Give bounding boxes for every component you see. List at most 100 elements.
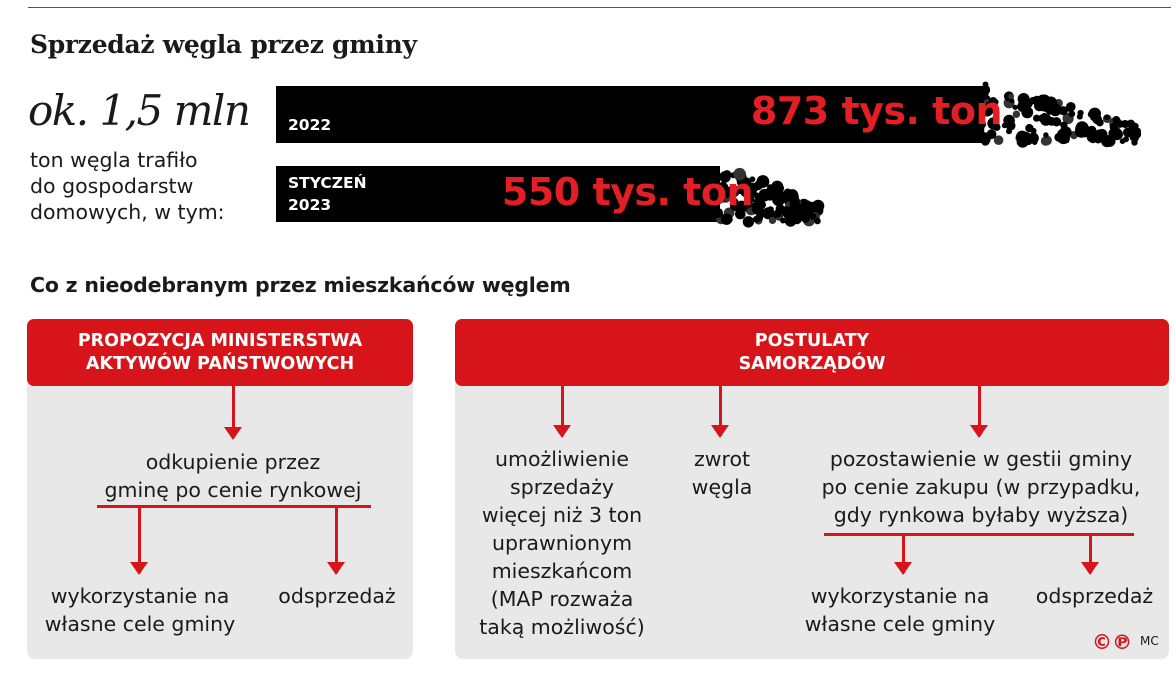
ministry-option-resale: odsprzedaż xyxy=(278,584,396,608)
coal-lump xyxy=(740,180,748,188)
bar-body xyxy=(276,166,720,222)
option-line: własne cele gminy xyxy=(44,612,236,636)
arrow-down-icon xyxy=(1081,536,1099,575)
coal-lump xyxy=(1096,128,1108,141)
postulate-line: umożliwienie xyxy=(494,447,630,471)
arrow-down-icon xyxy=(224,386,242,440)
bar-body xyxy=(276,86,985,143)
ministry-main-line: odkupienie przez xyxy=(145,450,321,474)
coal-lump xyxy=(814,217,821,225)
coal-lump xyxy=(1040,114,1052,126)
coal-lump xyxy=(762,207,775,220)
ministry-panel-header: PROPOZYCJA MINISTERSTWA AKTYWÓW PAŃSTWOW… xyxy=(27,319,413,386)
coal-lump xyxy=(1090,113,1098,122)
postulate-sale-above-3t: umożliwienie sprzedaży więcej niż 3 ton … xyxy=(472,445,652,641)
coal-lump xyxy=(720,213,733,225)
postulate-line: zwrot xyxy=(693,447,751,471)
coal-lump xyxy=(781,206,791,215)
municipalities-option-resale: odsprzedaż xyxy=(1035,584,1154,608)
coal-lump xyxy=(713,208,723,218)
coal-lump xyxy=(772,193,786,207)
bar-january-2023-value-label: 550 tys. ton xyxy=(501,170,754,214)
coal-lump xyxy=(1112,116,1121,124)
coal-lump xyxy=(1033,114,1041,122)
coal-lump xyxy=(1049,103,1062,117)
municipalities-option-own-use: wykorzystanie na własne cele gminy xyxy=(790,582,1010,638)
ministry-branch-line xyxy=(97,505,371,508)
postulate-keep-at-municipality: pozostawienie w gestii gminy po cenie za… xyxy=(812,445,1150,529)
postulate-line: gdy rynkowa byłaby wyższa) xyxy=(833,503,1129,527)
arrow-down-icon xyxy=(894,536,912,575)
coal-lump xyxy=(987,117,1000,130)
coal-lump xyxy=(1017,100,1029,113)
author-initials: MC xyxy=(1140,634,1159,648)
coal-lump xyxy=(982,85,990,93)
coal-lump xyxy=(1068,110,1076,118)
coal-lump xyxy=(1104,114,1110,120)
bar-january-2023 xyxy=(276,166,825,228)
infographic-title: Sprzedaż węgla przez gminy xyxy=(30,30,417,59)
coal-lump xyxy=(988,97,998,106)
bar-january-2023-label-line: 2023 xyxy=(288,196,332,214)
coal-lump xyxy=(1016,130,1029,143)
coal-lump xyxy=(1005,120,1016,131)
coal-lump xyxy=(1040,136,1051,146)
coal-lump xyxy=(977,120,987,129)
total-desc-line: ton węgla trafiło xyxy=(30,148,198,172)
coal-lump xyxy=(767,192,773,198)
coal-lump xyxy=(811,199,825,213)
section-subtitle: Co z nieodebranym przez mieszkańców węgl… xyxy=(30,273,571,297)
coal-lump xyxy=(1030,127,1037,134)
option-line: wykorzystanie na xyxy=(50,584,230,608)
postulate-line: więcej niż 3 ton xyxy=(481,503,643,527)
municipalities-panel-header: POSTULATY SAMORZĄDÓW xyxy=(455,319,1169,386)
ministry-main-line: gminę po cenie rynkowej xyxy=(104,478,362,502)
coal-sales-bar-chart xyxy=(276,81,1142,228)
postulate-line: mieszkańcom xyxy=(491,559,633,583)
coal-lump xyxy=(751,202,762,213)
coal-lump xyxy=(993,135,1004,145)
ministry-header-line: PROPOZYCJA MINISTERSTWA xyxy=(77,330,363,351)
coal-lump xyxy=(1117,120,1125,128)
arrow-down-icon xyxy=(130,508,148,575)
coal-lump xyxy=(1095,118,1104,127)
coal-lump xyxy=(768,216,777,224)
coal-lump xyxy=(719,185,732,198)
coal-lump xyxy=(756,175,770,188)
coal-lump xyxy=(1043,132,1049,138)
postulate-line: taką możliwość) xyxy=(479,615,645,639)
coal-lump xyxy=(1001,122,1008,129)
coal-lump xyxy=(740,186,752,198)
coal-lump xyxy=(753,192,760,199)
coal-lump xyxy=(809,213,817,220)
coal-lump xyxy=(1075,121,1089,135)
coal-lump xyxy=(1029,97,1037,105)
option-line: własne cele gminy xyxy=(804,612,996,636)
coal-lump xyxy=(733,167,746,181)
coal-lump xyxy=(786,189,799,201)
total-desc-line: domowych, w tym: xyxy=(30,200,225,224)
postulate-line: sprzedaży xyxy=(510,475,614,499)
ministry-main-proposal: odkupienie przez gminę po cenie rynkowej xyxy=(83,448,383,504)
total-desc-line: do gospodarstw xyxy=(30,174,194,198)
arrow-down-icon xyxy=(327,508,345,575)
coal-lump xyxy=(1126,119,1136,128)
coal-lump xyxy=(1077,109,1084,117)
postulate-coal-return: zwrot węgla xyxy=(672,445,772,501)
coal-lump xyxy=(1131,139,1138,146)
coal-lump xyxy=(742,216,755,228)
municipalities-header-line: SAMORZĄDÓW xyxy=(738,353,886,374)
coal-lump xyxy=(746,195,755,203)
top-rule xyxy=(28,7,1171,8)
coal-lump xyxy=(1123,136,1129,143)
ministry-option-own-use: wykorzystanie na własne cele gminy xyxy=(30,582,250,638)
coal-lump xyxy=(800,213,810,223)
postulate-line: uprawnionym xyxy=(491,531,633,555)
coal-lump xyxy=(767,184,774,191)
coal-lump xyxy=(1008,93,1014,100)
postulate-line: pozostawienie w gestii gminy xyxy=(829,447,1133,471)
arrow-down-icon xyxy=(711,386,729,438)
coal-lump xyxy=(784,214,797,227)
coal-lump xyxy=(1034,100,1045,112)
coal-lump xyxy=(1066,105,1074,112)
